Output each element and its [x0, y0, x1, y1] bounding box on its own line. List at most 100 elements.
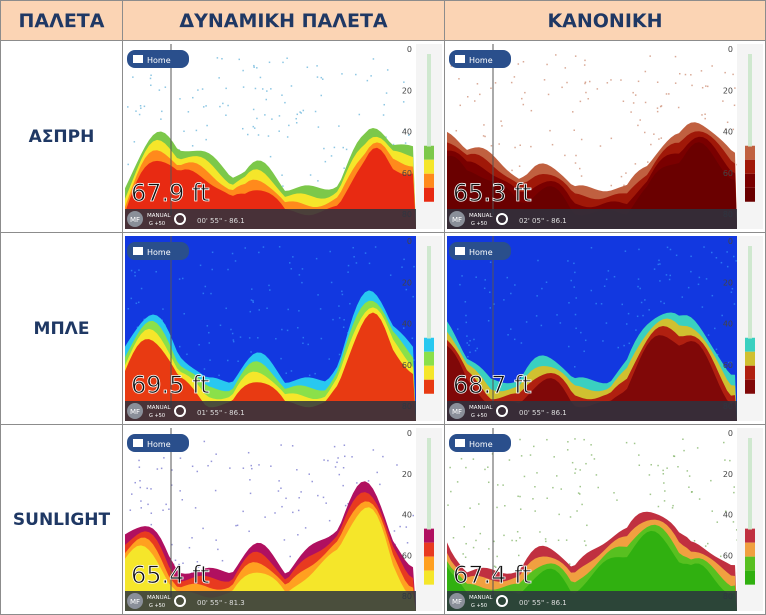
noise — [191, 465, 194, 468]
noise — [534, 510, 536, 512]
noise — [456, 481, 459, 483]
noise — [135, 110, 137, 112]
noise — [413, 265, 415, 268]
noise — [199, 264, 202, 267]
noise — [719, 555, 722, 558]
noise — [561, 86, 563, 89]
noise — [559, 322, 562, 324]
noise — [134, 271, 136, 274]
noise — [568, 563, 571, 565]
noise — [544, 538, 547, 540]
noise — [735, 529, 738, 531]
noise — [129, 509, 132, 511]
noise — [194, 507, 197, 509]
noise — [242, 510, 244, 513]
noise — [497, 484, 499, 486]
noise — [724, 459, 726, 461]
noise — [181, 499, 184, 501]
noise — [270, 465, 272, 467]
noise — [232, 340, 235, 343]
noise — [308, 374, 311, 377]
noise — [466, 335, 468, 337]
noise — [566, 81, 568, 84]
noise — [282, 185, 284, 187]
noise — [622, 100, 625, 103]
noise — [178, 345, 181, 348]
noise — [496, 506, 498, 509]
noise — [660, 105, 663, 107]
noise — [568, 302, 570, 304]
noise — [392, 143, 395, 146]
noise — [578, 493, 581, 495]
noise — [595, 302, 597, 305]
noise — [574, 271, 576, 274]
noise — [579, 167, 581, 170]
noise — [683, 449, 685, 452]
noise — [203, 368, 206, 370]
noise — [130, 269, 133, 272]
noise — [351, 456, 353, 458]
noise — [295, 117, 297, 120]
header-text: ΔΥΝΑΜΙΚΗ ΠΑΛΕΤΑ — [179, 9, 388, 32]
noise — [726, 251, 728, 253]
noise — [150, 74, 152, 77]
noise — [265, 98, 268, 101]
noise — [283, 539, 286, 541]
noise — [450, 65, 453, 67]
depth-readout: 65.3 ft — [453, 179, 532, 207]
noise — [218, 77, 220, 79]
noise — [287, 308, 289, 311]
noise — [280, 444, 282, 446]
noise — [140, 500, 142, 502]
noise — [606, 82, 609, 84]
noise — [202, 106, 205, 108]
noise — [127, 308, 130, 310]
noise — [634, 94, 637, 96]
noise — [677, 465, 679, 468]
scale-label: 20 — [723, 86, 733, 95]
noise — [597, 486, 599, 489]
noise — [302, 342, 304, 345]
noise — [493, 303, 495, 305]
noise — [472, 546, 475, 549]
noise — [675, 254, 678, 257]
noise — [333, 445, 336, 448]
noise — [334, 466, 337, 468]
noise — [230, 328, 232, 331]
noise — [278, 480, 280, 482]
noise — [205, 105, 207, 107]
noise — [545, 281, 548, 284]
noise — [519, 144, 521, 146]
noise — [478, 503, 480, 505]
scale-band — [424, 365, 434, 380]
noise — [320, 337, 323, 340]
noise — [460, 457, 463, 460]
gain-label: G +50 — [471, 221, 487, 227]
scale-label: 60 — [402, 169, 412, 178]
noise — [225, 114, 227, 116]
scale-band — [424, 351, 434, 366]
scale-label: 20 — [402, 278, 412, 287]
noise — [647, 161, 649, 163]
noise — [201, 88, 204, 90]
noise — [519, 495, 521, 498]
status-bar — [447, 591, 737, 611]
noise — [691, 84, 693, 87]
noise — [566, 449, 569, 451]
noise — [330, 155, 333, 157]
noise — [143, 318, 145, 321]
noise — [322, 496, 325, 499]
noise — [246, 133, 249, 136]
noise — [162, 308, 164, 310]
scale-label: 20 — [723, 470, 733, 479]
noise — [704, 117, 706, 120]
noise — [610, 79, 612, 81]
noise — [690, 74, 692, 76]
header-cell: ΠΑΛΕΤΑ — [0, 0, 123, 41]
noise — [277, 490, 280, 492]
scale-bar — [427, 246, 431, 339]
noise — [573, 286, 575, 288]
mode-badge — [449, 211, 465, 227]
noise — [225, 87, 227, 90]
noise — [464, 301, 467, 303]
